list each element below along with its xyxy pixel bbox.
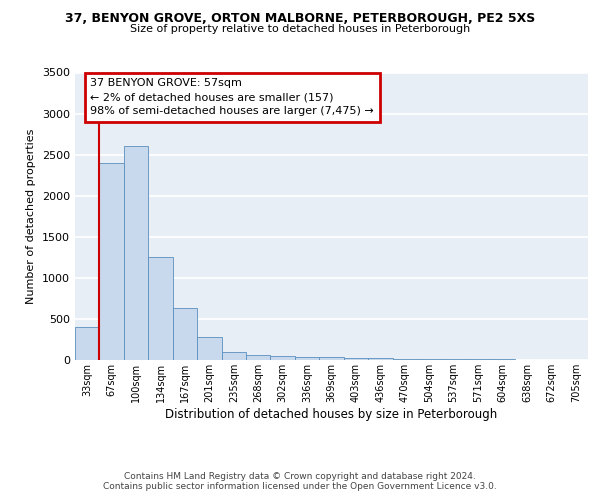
- Bar: [173, 308, 197, 360]
- Bar: [442, 359, 466, 360]
- Bar: [344, 358, 368, 360]
- Bar: [221, 352, 246, 360]
- Text: 37 BENYON GROVE: 57sqm
← 2% of detached houses are smaller (157)
98% of semi-det: 37 BENYON GROVE: 57sqm ← 2% of detached …: [91, 78, 374, 116]
- Bar: [75, 327, 100, 360]
- X-axis label: Distribution of detached houses by size in Peterborough: Distribution of detached houses by size …: [166, 408, 497, 420]
- Bar: [392, 359, 417, 360]
- Text: 37, BENYON GROVE, ORTON MALBORNE, PETERBOROUGH, PE2 5XS: 37, BENYON GROVE, ORTON MALBORNE, PETERB…: [65, 12, 535, 26]
- Text: Contains public sector information licensed under the Open Government Licence v3: Contains public sector information licen…: [103, 482, 497, 491]
- Bar: [417, 359, 442, 360]
- Bar: [319, 357, 344, 360]
- Bar: [197, 337, 221, 360]
- Text: Contains HM Land Registry data © Crown copyright and database right 2024.: Contains HM Land Registry data © Crown c…: [124, 472, 476, 481]
- Text: Size of property relative to detached houses in Peterborough: Size of property relative to detached ho…: [130, 24, 470, 34]
- Bar: [295, 356, 319, 360]
- Bar: [100, 163, 124, 360]
- Bar: [246, 355, 271, 360]
- Bar: [368, 358, 392, 360]
- Bar: [124, 146, 148, 360]
- Bar: [148, 258, 173, 360]
- Y-axis label: Number of detached properties: Number of detached properties: [26, 128, 37, 304]
- Bar: [271, 356, 295, 360]
